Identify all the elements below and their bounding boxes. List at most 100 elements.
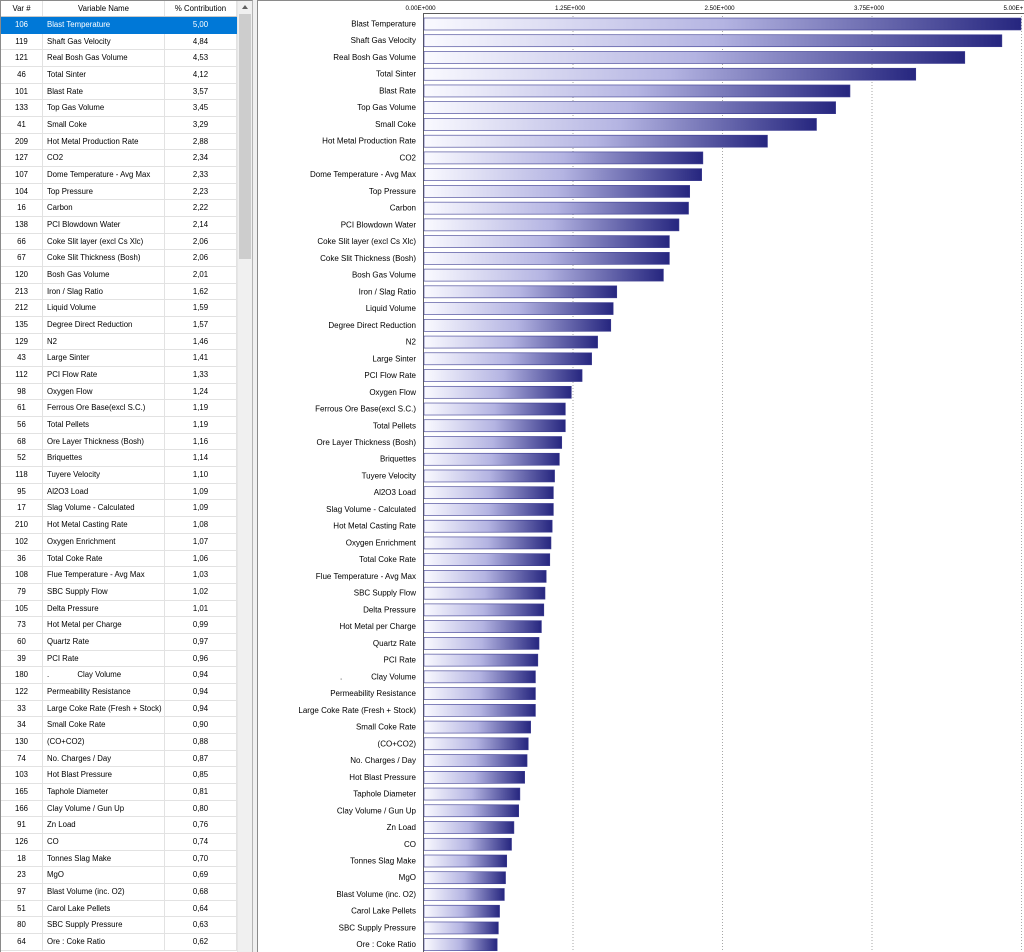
table-row[interactable]: 80 SBC Supply Pressure 0,63: [1, 917, 237, 934]
var-number-cell: 98: [1, 383, 43, 400]
table-row[interactable]: 39 PCI Rate 0,96: [1, 650, 237, 668]
contribution-cell: 4,84: [165, 33, 237, 50]
column-header-contribution[interactable]: % Contribution: [165, 1, 237, 16]
contribution-cell: 1,46: [165, 333, 237, 350]
table-row[interactable]: 67 Coke Slit Thickness (Bosh) 2,06: [1, 250, 237, 268]
variable-name-cell: Permeability Resistance: [43, 683, 165, 700]
variable-name-cell: Tuyere Velocity: [43, 467, 165, 483]
table-header: Var # Variable Name % Contribution: [1, 1, 237, 17]
bar: [423, 854, 508, 868]
bar: [423, 687, 536, 700]
table-row[interactable]: 107 Dome Temperature - Avg Max 2,33: [1, 167, 237, 184]
table-row[interactable]: 121 Real Bosh Gas Volume 4,53: [1, 50, 237, 68]
table-row[interactable]: 16 Carbon 2,22: [1, 200, 237, 218]
table-row[interactable]: 33 Large Coke Rate (Fresh + Stock) 0,94: [1, 700, 237, 718]
variable-name-cell: Total Pellets: [43, 417, 165, 433]
table-row[interactable]: 46 Total Sinter 4,12: [1, 67, 237, 84]
contribution-cell: 1,06: [165, 550, 237, 567]
table-row[interactable]: 105 Delta Pressure 1,01: [1, 600, 237, 618]
variable-name-cell: Zn Load: [43, 817, 165, 833]
table-row[interactable]: 101 Blast Rate 3,57: [1, 83, 237, 101]
table-row[interactable]: 122 Permeability Resistance 0,94: [1, 683, 237, 701]
table-row[interactable]: 119 Shaft Gas Velocity 4,84: [1, 33, 237, 51]
table-row[interactable]: 212 Liquid Volume 1,59: [1, 300, 237, 318]
table-row[interactable]: 68 Ore Layer Thickness (Bosh) 1,16: [1, 433, 237, 451]
table-row[interactable]: 138 PCI Blowdown Water 2,14: [1, 217, 237, 234]
contribution-cell: 0,85: [165, 767, 237, 783]
table-row[interactable]: 133 Top Gas Volume 3,45: [1, 100, 237, 118]
contribution-cell: 1,08: [165, 517, 237, 533]
table-row[interactable]: 126 CO 0,74: [1, 833, 237, 851]
table-row[interactable]: 104 Top Pressure 2,23: [1, 183, 237, 201]
var-number-cell: 51: [1, 900, 43, 917]
tick-label: 1.25E+000: [555, 5, 586, 12]
table-row[interactable]: 41 Small Coke 3,29: [1, 117, 237, 134]
contribution-cell: 1,19: [165, 417, 237, 433]
table-row[interactable]: 127 CO2 2,34: [1, 150, 237, 168]
table-row[interactable]: 102 Oxygen Enrichment 1,07: [1, 533, 237, 551]
variable-name-cell: N2: [43, 333, 165, 350]
table-row[interactable]: 66 Coke Slit layer (excl Cs Xlc) 2,06: [1, 233, 237, 251]
table-row[interactable]: 60 Quartz Rate 0,97: [1, 633, 237, 651]
table-row[interactable]: 135 Degree Direct Reduction 1,57: [1, 317, 237, 334]
table-row[interactable]: 23 MgO 0,69: [1, 867, 237, 884]
table-row[interactable]: 180. Clay Volume 0,94: [1, 667, 237, 684]
table-row[interactable]: 118 Tuyere Velocity 1,10: [1, 467, 237, 484]
variable-name-cell: Al2O3 Load: [43, 483, 165, 500]
table-row[interactable]: 43 Large Sinter 1,41: [1, 350, 237, 368]
table-row[interactable]: 97 Blast Volume (inc. O2) 0,68: [1, 883, 237, 901]
table-row[interactable]: 112 PCI Flow Rate 1,33: [1, 367, 237, 384]
table-row[interactable]: 165 Taphole Diameter 0,81: [1, 783, 237, 801]
bar: [423, 804, 519, 818]
table-row[interactable]: 56 Total Pellets 1,19: [1, 417, 237, 434]
table-row[interactable]: 213 Iron / Slag Ratio 1,62: [1, 283, 237, 301]
table-row[interactable]: 52 Briquettes 1,14: [1, 450, 237, 468]
table-row[interactable]: 34 Small Coke Rate 0,90: [1, 717, 237, 734]
table-row[interactable]: 79 SBC Supply Flow 1,02: [1, 583, 237, 601]
table-row[interactable]: 91 Zn Load 0,76: [1, 817, 237, 834]
scroll-up-button[interactable]: [238, 1, 252, 14]
table-row[interactable]: 17 Slag Volume - Calculated 1,09: [1, 500, 237, 518]
table-row[interactable]: 73 Hot Metal per Charge 0,99: [1, 617, 237, 634]
bar: [423, 637, 540, 650]
bar: [423, 335, 598, 349]
category-label: N2: [406, 338, 417, 347]
var-number-cell: 36: [1, 550, 43, 567]
table-row[interactable]: 61 Ferrous Ore Base(excl S.C.) 1,19: [1, 400, 237, 418]
variable-table-panel: Var # Variable Name % Contribution 106 Bl…: [0, 0, 253, 952]
table-row[interactable]: 129 N2 1,46: [1, 333, 237, 351]
table-row[interactable]: 98 Oxygen Flow 1,24: [1, 383, 237, 401]
table-row[interactable]: 108 Flue Temperature - Avg Max 1,03: [1, 567, 237, 584]
bar: [423, 285, 618, 299]
table-row[interactable]: 166 Clay Volume / Gun Up 0,80: [1, 800, 237, 818]
scrollbar-thumb[interactable]: [239, 14, 251, 259]
contribution-cell: 0,64: [165, 900, 237, 917]
table-row[interactable]: 209 Hot Metal Production Rate 2,88: [1, 133, 237, 151]
table-row[interactable]: 64 Ore : Coke Ratio 0,62: [1, 933, 237, 951]
bar: [423, 369, 583, 382]
contribution-cell: 1,02: [165, 583, 237, 600]
table-row[interactable]: 95 Al2O3 Load 1,09: [1, 483, 237, 501]
table-row[interactable]: 74 No. Charges / Day 0,87: [1, 750, 237, 768]
variable-name-cell: Dome Temperature - Avg Max: [43, 167, 165, 183]
contribution-cell: 1,62: [165, 283, 237, 300]
contribution-cell: 0,94: [165, 667, 237, 683]
bar: [423, 737, 529, 751]
table-row[interactable]: 18 Tonnes Slag Make 0,70: [1, 850, 237, 868]
table-row[interactable]: 210 Hot Metal Casting Rate 1,08: [1, 517, 237, 534]
bar: [423, 402, 566, 416]
table-row[interactable]: 103 Hot Blast Pressure 0,85: [1, 767, 237, 784]
category-label: Small Coke: [375, 120, 416, 129]
table-row[interactable]: 51 Carol Lake Pellets 0,64: [1, 900, 237, 918]
var-number-cell: 103: [1, 767, 43, 783]
table-row[interactable]: 106 Blast Temperature 5,00: [1, 17, 237, 34]
bar: [423, 770, 525, 784]
table-row[interactable]: 130 (CO+CO2) 0,88: [1, 733, 237, 751]
contribution-cell: 1,33: [165, 367, 237, 383]
column-header-variable-name[interactable]: Variable Name: [43, 1, 165, 16]
vertical-scrollbar[interactable]: [237, 1, 252, 952]
column-header-var-number[interactable]: Var #: [1, 1, 43, 16]
table-row[interactable]: 36 Total Coke Rate 1,06: [1, 550, 237, 568]
table-row[interactable]: 120 Bosh Gas Volume 2,01: [1, 267, 237, 284]
var-number-cell: 56: [1, 417, 43, 433]
